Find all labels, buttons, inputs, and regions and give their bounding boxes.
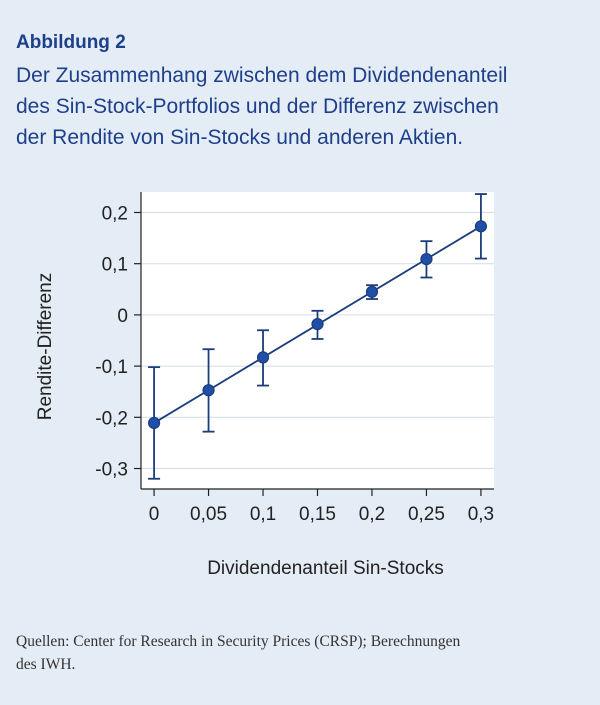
y-axis-title: Rendite-Differenz — [35, 273, 56, 421]
data-point-3 — [311, 318, 324, 331]
figure-label: Abbildung 2 — [16, 32, 126, 53]
title-line-1: Der Zusammenhang zwischen dem Dividenden… — [16, 64, 508, 87]
x-tick-label-2: 0,1 — [250, 504, 276, 525]
x-tick-label-4: 0,2 — [359, 504, 385, 525]
y-tick-label-3: -0,1 — [95, 357, 128, 378]
source-line-2: des IWH. — [16, 656, 76, 673]
y-tick-label-5: -0,3 — [95, 460, 128, 481]
title-line-2: des Sin-Stock-Portfolios und der Differe… — [16, 95, 499, 118]
x-tick-label-5: 0,25 — [408, 504, 445, 525]
x-tick-label-3: 0,15 — [299, 504, 336, 525]
x-tick-label-0: 0 — [149, 504, 160, 525]
data-point-6 — [474, 220, 488, 233]
y-tick-label-2: 0 — [117, 306, 128, 327]
y-tick-label-4: -0,2 — [95, 408, 128, 429]
title-line-3: der Rendite von Sin-Stocks und anderen A… — [16, 126, 464, 149]
data-point-2 — [256, 351, 270, 364]
data-series — [147, 193, 488, 480]
x-axis-title: Dividendenanteil Sin-Stocks — [207, 558, 444, 579]
x-tick-label-1: 0,05 — [190, 504, 227, 525]
gridlines — [141, 211, 494, 470]
chart-title: Der Zusammenhang zwischen dem Dividenden… — [16, 60, 586, 153]
data-point-5 — [420, 252, 433, 266]
axes: 0,2 0,1 0 -0,1 -0,2 -0,3 0 0,05 0,1 0,15 0,2 0,25 0,… — [95, 192, 494, 525]
plot-area — [141, 192, 494, 489]
x-tick-label-6: 0,3 — [468, 504, 494, 525]
data-point-0 — [147, 416, 161, 430]
data-point-1 — [202, 384, 215, 397]
data-point-4 — [365, 285, 379, 298]
source-line-1: Quellen: Center for Research in Security… — [16, 633, 461, 650]
source-note: Quellen: Center for Research in Security… — [16, 630, 591, 676]
y-tick-label-1: 0,1 — [102, 255, 128, 276]
y-tick-label-0: 0,2 — [102, 203, 128, 224]
